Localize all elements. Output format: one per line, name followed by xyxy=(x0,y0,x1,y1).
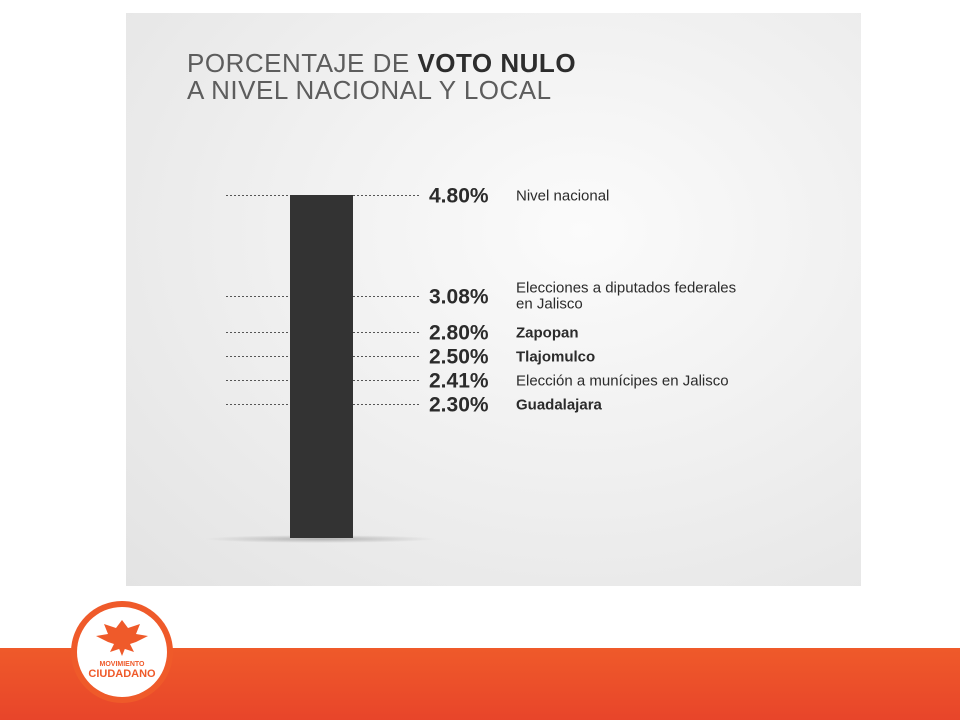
marker-value-4: 2.41% xyxy=(429,370,489,393)
bar-base-shadow xyxy=(205,535,435,543)
movimiento-ciudadano-logo: MOVIMIENTO CIUDADANO xyxy=(71,601,173,703)
marker-label-4-0: Elección a munícipes en Jalisco xyxy=(516,373,729,390)
marker-value-0: 4.80% xyxy=(429,185,489,208)
marker-value-1: 3.08% xyxy=(429,286,489,309)
title-bold: VOTO NULO xyxy=(417,48,577,78)
title-light: PORCENTAJE DE xyxy=(187,48,410,78)
marker-label-5-0: Guadalajara xyxy=(516,397,603,414)
eagle-icon xyxy=(96,620,148,656)
marker-value-3: 2.50% xyxy=(429,346,489,369)
logo-text-movimiento: MOVIMIENTO xyxy=(100,661,146,668)
title-line-2: A NIVEL NACIONAL Y LOCAL xyxy=(187,75,552,105)
title-line-1: PORCENTAJE DE VOTO NULO xyxy=(187,50,576,77)
bar-nivel-nacional xyxy=(290,195,353,538)
marker-value-2: 2.80% xyxy=(429,322,489,345)
chart-title: PORCENTAJE DE VOTO NULO A NIVEL NACIONAL… xyxy=(187,50,576,104)
marker-label-0-0: Nivel nacional xyxy=(516,188,609,205)
marker-label-1-1: en Jalisco xyxy=(516,296,583,313)
marker-label-2-0: Zapopan xyxy=(516,325,579,342)
chart-card xyxy=(126,13,861,586)
marker-value-5: 2.30% xyxy=(429,394,489,417)
marker-label-3-0: Tlajomulco xyxy=(516,349,595,366)
marker-label-1-0: Elecciones a diputados federales xyxy=(516,280,736,297)
logo-text-ciudadano: CIUDADANO xyxy=(88,668,156,680)
